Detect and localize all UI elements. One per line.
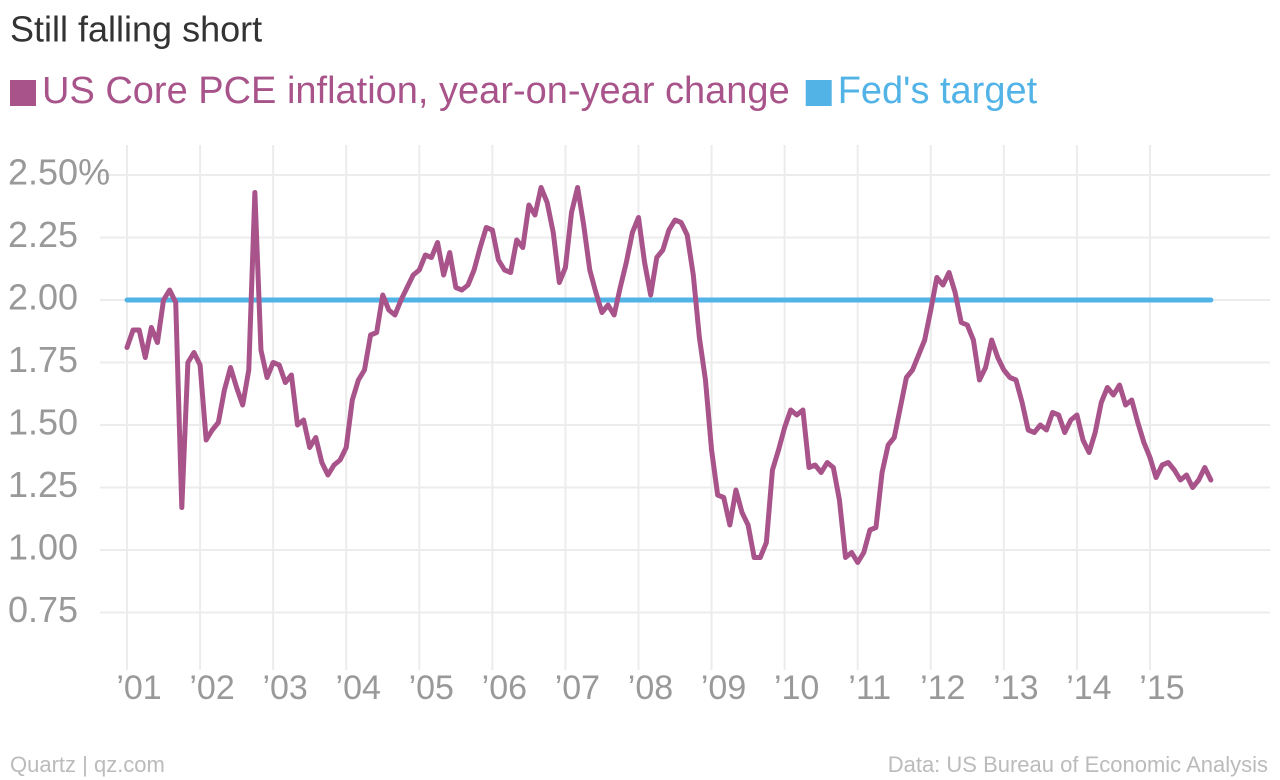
x-tick-label: ’14 [1066, 669, 1111, 707]
x-tick-label: ’08 [628, 669, 673, 707]
y-tick-label: 1.25 [8, 464, 78, 505]
x-tick-label: ’11 [848, 669, 891, 707]
x-tick-label: ’10 [774, 669, 819, 707]
series-line [124, 185, 1214, 565]
y-tick-label: 1.00 [8, 527, 78, 568]
legend-swatch [10, 80, 36, 106]
x-tick-label: ’02 [189, 669, 234, 707]
x-tick-label: ’15 [1139, 669, 1184, 707]
y-tick-label: 1.50 [8, 402, 78, 443]
legend-label: US Core PCE inflation, year-on-year chan… [42, 70, 790, 112]
y-tick-label: 2.50% [8, 152, 110, 193]
x-tick-label: ’01 [116, 669, 161, 707]
x-tick-label: ’09 [701, 669, 746, 707]
x-tick-label: ’07 [555, 669, 600, 707]
y-tick-label: 0.75 [8, 589, 78, 630]
y-tick-label: 1.75 [8, 339, 78, 380]
legend-swatch [805, 80, 832, 106]
y-tick-label: 2.25 [8, 214, 78, 255]
x-tick-label: ’04 [336, 669, 381, 707]
x-tick-label: ’12 [920, 669, 965, 707]
x-tick-label: ’03 [262, 669, 307, 707]
chart-title: Still falling short [10, 9, 262, 50]
grid [100, 145, 1270, 670]
x-tick-label: ’06 [482, 669, 527, 707]
source-right: Data: US Bureau of Economic Analysis [888, 752, 1268, 777]
legend-label: Fed's target [838, 70, 1038, 112]
y-tick-label: 2.00 [8, 277, 78, 318]
x-tick-label: ’13 [993, 669, 1038, 707]
x-tick-label: ’05 [409, 669, 454, 707]
lines [124, 185, 1214, 565]
source-left: Quartz | qz.com [10, 752, 165, 777]
